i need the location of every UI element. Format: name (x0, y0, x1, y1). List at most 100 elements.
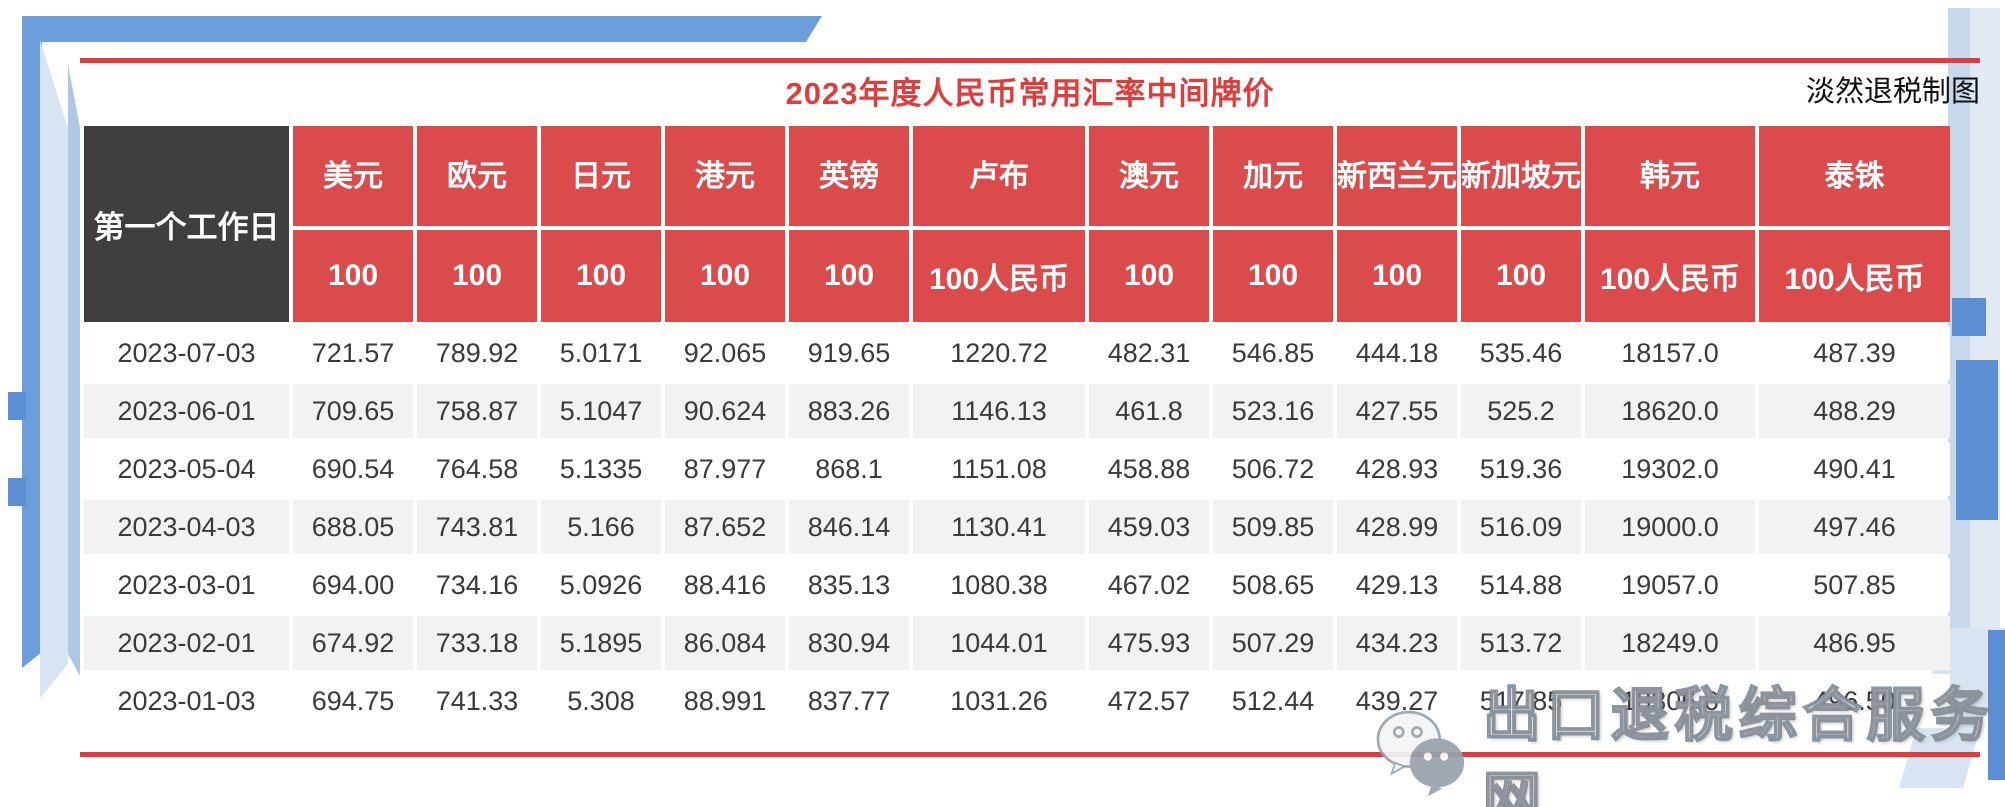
rate-cell: 461.8 (1089, 384, 1209, 438)
deco-left-mid-strip (68, 64, 80, 676)
rate-cell: 5.0171 (541, 326, 661, 380)
rate-cell: 497.46 (1759, 500, 1950, 554)
column-header-7: 澳元 (1089, 126, 1209, 226)
rate-cell: 1130.41 (913, 500, 1085, 554)
rate-cell: 5.1047 (541, 384, 661, 438)
rate-cell: 507.85 (1759, 558, 1950, 612)
rate-cell: 19000.0 (1585, 500, 1755, 554)
rate-cell: 1220.72 (913, 326, 1085, 380)
rate-cell: 513.72 (1461, 616, 1581, 670)
table-row: 2023-03-01 694.00 734.16 5.0926 88.416 835.13… (84, 558, 1950, 612)
rate-cell: 87.977 (665, 442, 785, 496)
rate-cell: 835.13 (789, 558, 909, 612)
column-header-1: 美元 (293, 126, 413, 226)
unit-header-2: 100 (417, 230, 537, 322)
unit-header-7: 100 (1089, 230, 1209, 322)
table-row: 2023-05-04 690.54 764.58 5.1335 87.977 868.1 1… (84, 442, 1950, 496)
rate-cell: 837.77 (789, 674, 909, 728)
rate-cell: 694.75 (293, 674, 413, 728)
rate-cell: 88.991 (665, 674, 785, 728)
rate-cell: 514.88 (1461, 558, 1581, 612)
rate-cell: 690.54 (293, 442, 413, 496)
rate-cell: 733.18 (417, 616, 537, 670)
unit-header-10: 100 (1461, 230, 1581, 322)
rate-cell: 467.02 (1089, 558, 1209, 612)
rate-cell: 546.85 (1213, 326, 1333, 380)
top-red-line (80, 58, 1980, 63)
row-date: 2023-06-01 (84, 384, 289, 438)
unit-header-4: 100 (665, 230, 785, 322)
table-head: 第一个工作日 美元 欧元 日元 港元 英镑 卢布 澳元 加元 新西兰元 新加坡元 韩元 泰铢 100 100… (84, 126, 1950, 322)
rate-cell: 18620.0 (1585, 384, 1755, 438)
rate-cell: 496.50 (1759, 674, 1950, 728)
rate-cell: 506.72 (1213, 442, 1333, 496)
rate-cell: 5.0926 (541, 558, 661, 612)
rate-cell: 721.57 (293, 326, 413, 380)
rate-cell: 486.95 (1759, 616, 1950, 670)
rate-cell: 5.166 (541, 500, 661, 554)
rate-cell: 789.92 (417, 326, 537, 380)
deco-left-blue-bar (22, 16, 42, 668)
rate-cell: 868.1 (789, 442, 909, 496)
rate-cell: 458.88 (1089, 442, 1209, 496)
rate-cell: 741.33 (417, 674, 537, 728)
rate-cell: 90.624 (665, 384, 785, 438)
rate-cell: 5.1895 (541, 616, 661, 670)
table-body: 2023-07-03 721.57 789.92 5.0171 92.065 919.65… (84, 326, 1950, 728)
rate-cell: 525.2 (1461, 384, 1581, 438)
rate-cell: 1151.08 (913, 442, 1085, 496)
page-title: 2023年度人民币常用汇率中间牌价 (785, 76, 1275, 111)
rate-cell: 19057.0 (1585, 558, 1755, 612)
unit-header-8: 100 (1213, 230, 1333, 322)
column-header-3: 日元 (541, 126, 661, 226)
column-header-8: 加元 (1213, 126, 1333, 226)
deco-right-blue-bar (1956, 360, 1998, 520)
rate-cell: 434.23 (1337, 616, 1457, 670)
row-date: 2023-04-03 (84, 500, 289, 554)
corner-header: 第一个工作日 (84, 126, 289, 322)
rate-cell: 883.26 (789, 384, 909, 438)
rate-cell: 512.44 (1213, 674, 1333, 728)
credit-label: 淡然退税制图 (1805, 76, 1980, 108)
rate-cell: 429.13 (1337, 558, 1457, 612)
row-date: 2023-02-01 (84, 616, 289, 670)
rate-cell: 92.065 (665, 326, 785, 380)
unit-header-9: 100 (1337, 230, 1457, 322)
rate-cell: 428.99 (1337, 500, 1457, 554)
column-header-9: 新西兰元 (1337, 126, 1457, 226)
rate-cell: 507.29 (1213, 616, 1333, 670)
column-header-11: 韩元 (1585, 126, 1755, 226)
table-row: 2023-02-01 674.92 733.18 5.1895 86.084 830.94… (84, 616, 1950, 670)
rate-cell: 516.09 (1461, 500, 1581, 554)
unit-header-11: 100人民币 (1585, 230, 1755, 322)
rate-cell: 674.92 (293, 616, 413, 670)
table-row: 2023-06-01 709.65 758.87 5.1047 90.624 883.26… (84, 384, 1950, 438)
rate-cell: 475.93 (1089, 616, 1209, 670)
rate-cell: 428.93 (1337, 442, 1457, 496)
deco-right-pale-strip-2 (1970, 8, 2000, 710)
deco-left-square-1 (8, 392, 26, 420)
unit-header-5: 100 (789, 230, 909, 322)
table-row: 2023-01-03 694.75 741.33 5.308 88.991 837.77 1… (84, 674, 1950, 728)
column-header-10: 新加坡元 (1461, 126, 1581, 226)
rate-cell: 846.14 (789, 500, 909, 554)
rate-cell: 1080.38 (913, 558, 1085, 612)
column-header-5: 英镑 (789, 126, 909, 226)
column-header-2: 欧元 (417, 126, 537, 226)
rate-cell: 490.41 (1759, 442, 1950, 496)
row-date: 2023-05-04 (84, 442, 289, 496)
rate-cell: 1044.01 (913, 616, 1085, 670)
rate-cell: 18157.0 (1585, 326, 1755, 380)
row-date: 2023-01-03 (84, 674, 289, 728)
row-date: 2023-03-01 (84, 558, 289, 612)
rate-cell: 688.05 (293, 500, 413, 554)
rate-cell: 764.58 (417, 442, 537, 496)
table-row: 2023-07-03 721.57 789.92 5.0171 92.065 919.65… (84, 326, 1950, 380)
deco-bottom-right-bar (1988, 630, 2005, 780)
column-header-12: 泰铢 (1759, 126, 1950, 226)
rate-cell: 508.65 (1213, 558, 1333, 612)
column-header-4: 港元 (665, 126, 785, 226)
rate-cell: 758.87 (417, 384, 537, 438)
deco-left-square-2 (8, 478, 26, 506)
